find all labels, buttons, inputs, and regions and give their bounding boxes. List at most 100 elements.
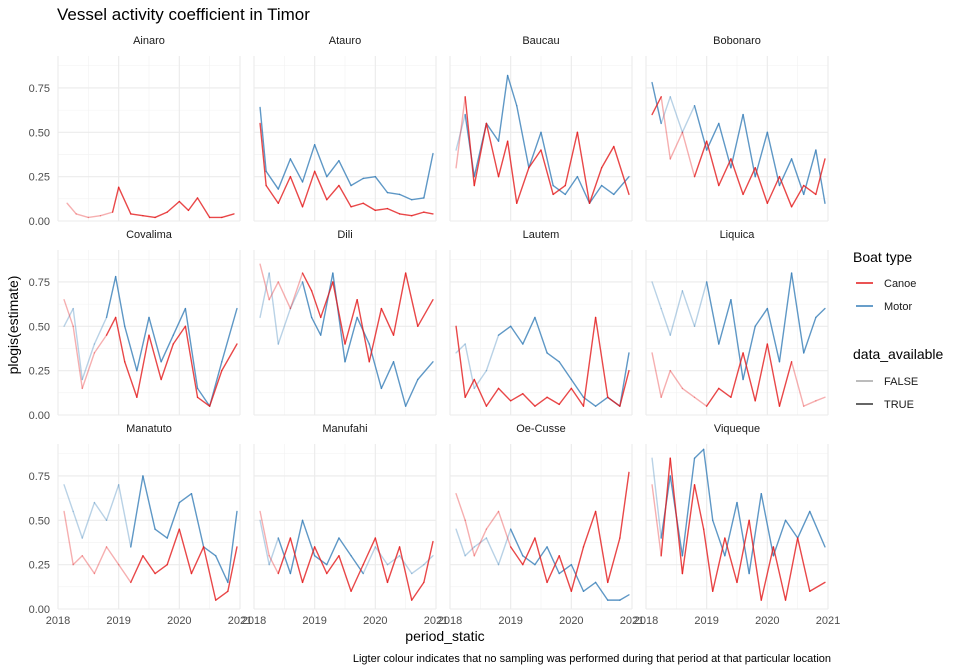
strip-label: Lautem <box>523 229 560 241</box>
series-segment <box>178 492 193 504</box>
series-segment <box>522 316 536 345</box>
series-segment <box>464 519 475 557</box>
series-segment <box>464 546 475 557</box>
legend-boat-type: Boat type Canoe Motor <box>853 249 916 313</box>
series-segment <box>718 158 732 187</box>
series-segment <box>356 298 370 363</box>
y-tick-label: 0.50 <box>29 127 50 139</box>
panel-liquica: Liquica <box>645 229 829 416</box>
series-segment <box>705 140 720 187</box>
strip-label: Covalima <box>126 229 173 241</box>
series-segment <box>790 184 805 208</box>
series-segment <box>736 501 750 575</box>
strip-label: Manatuto <box>126 423 172 435</box>
series-segment <box>613 145 630 196</box>
series-segment <box>105 316 117 336</box>
series-segment <box>702 528 714 592</box>
series-segment <box>803 149 817 196</box>
series-segment <box>423 540 434 584</box>
series-segment <box>154 211 168 219</box>
y-tick-label: 0.75 <box>29 83 50 95</box>
series-segment <box>72 325 83 390</box>
series-segment <box>142 475 156 530</box>
series-segment <box>265 184 279 204</box>
series-segment <box>326 159 340 178</box>
panel-bobonaro: Bobonaro <box>645 35 829 222</box>
series-segment <box>669 131 684 160</box>
series-segment <box>93 501 108 521</box>
series-segment <box>693 104 708 151</box>
y-tick-label: 0.00 <box>29 410 50 422</box>
series-segment <box>473 537 488 548</box>
series-segment <box>344 298 358 345</box>
series-segment <box>516 167 530 204</box>
series-segment <box>178 528 193 575</box>
series-segment <box>417 298 434 327</box>
series-segment <box>72 555 83 566</box>
series-canoe <box>63 298 238 407</box>
series-segment <box>588 167 603 204</box>
series-segment <box>613 175 630 196</box>
strip-label: Ainaro <box>133 35 165 47</box>
series-segment <box>268 272 279 345</box>
series-segment <box>724 537 738 584</box>
series-segment <box>320 281 334 319</box>
series-segment <box>681 290 696 327</box>
series-segment <box>374 207 389 212</box>
series-segment <box>669 290 684 336</box>
series-segment <box>809 581 826 592</box>
x-tick-label: 2021 <box>424 615 448 627</box>
series-segment <box>582 581 597 592</box>
series-segment <box>455 96 466 169</box>
series-segment <box>509 325 524 345</box>
series-segment <box>87 214 102 219</box>
series-segment <box>380 361 395 390</box>
series-segment <box>350 202 364 208</box>
series-segment <box>166 200 181 213</box>
series-segment <box>522 537 536 566</box>
series-segment <box>326 184 340 201</box>
series-segment <box>190 492 205 548</box>
series-segment <box>718 122 732 169</box>
series-segment <box>124 325 138 372</box>
series-segment <box>221 307 238 363</box>
series-canoe <box>259 263 434 363</box>
series-segment <box>455 343 466 354</box>
panel-lautem: Lautem <box>449 229 633 416</box>
series-segment <box>509 546 524 566</box>
series-segment <box>63 510 74 566</box>
series-segment <box>313 170 328 201</box>
series-segment <box>93 334 108 354</box>
series-segment <box>196 387 211 407</box>
series-canoe <box>63 510 238 601</box>
series-segment <box>332 272 346 363</box>
strip-label: Manufahi <box>322 423 367 435</box>
series-segment <box>411 563 425 575</box>
series-segment <box>705 387 720 407</box>
series-segment <box>693 484 705 530</box>
series-segment <box>702 448 714 521</box>
x-tick-label: 2020 <box>755 615 779 627</box>
series-segment <box>301 170 316 208</box>
series-segment <box>778 361 793 407</box>
series-segment <box>546 352 560 363</box>
series-segment <box>72 307 83 381</box>
series-segment <box>202 546 217 601</box>
series-segment <box>215 555 229 584</box>
panel-atauro: Atauro <box>253 35 437 222</box>
series-segment <box>277 281 292 310</box>
series-segment <box>136 334 150 398</box>
series-segment <box>619 369 630 407</box>
series-segment <box>594 396 609 407</box>
series-segment <box>528 131 542 169</box>
series-segment <box>736 519 750 584</box>
series-segment <box>289 272 304 310</box>
series-segment <box>570 563 585 592</box>
series-segment <box>310 290 322 319</box>
series-segment <box>404 272 419 327</box>
series-segment <box>259 510 270 557</box>
series-segment <box>534 546 548 566</box>
panel-baucau: Baucau <box>449 35 633 222</box>
series-segment <box>693 448 705 459</box>
series-segment <box>105 484 120 521</box>
